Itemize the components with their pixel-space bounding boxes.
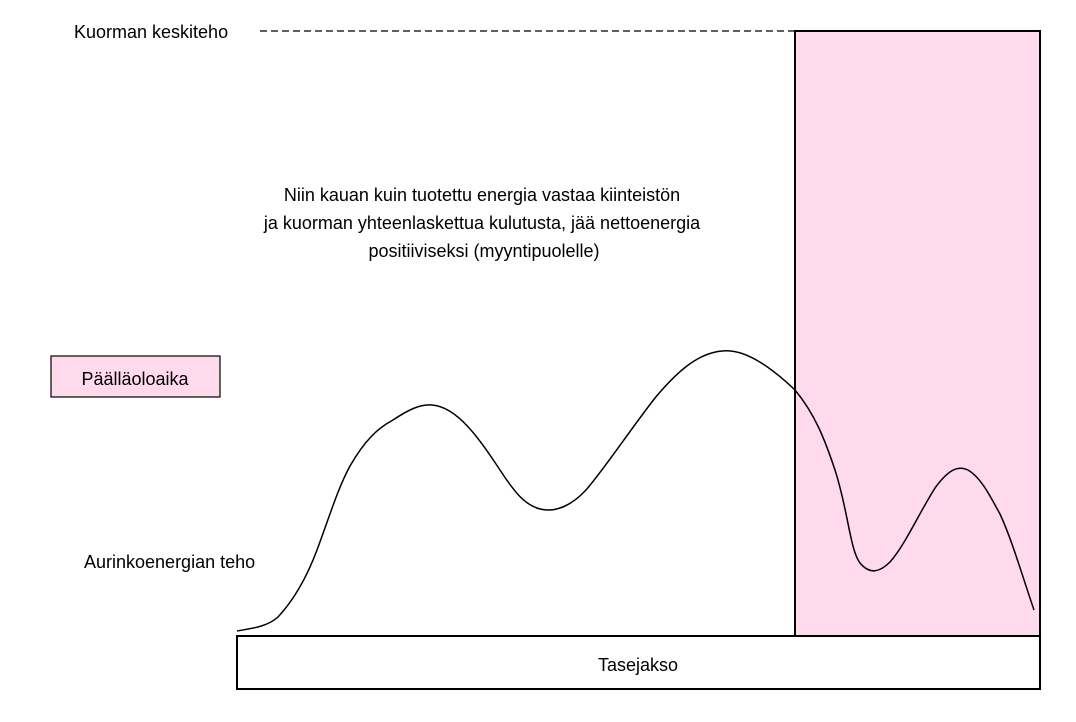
on-time-legend-label: Päälläoloaika (81, 369, 189, 389)
note-line-2: ja kuorman yhteenlaskettua kulutusta, jä… (263, 213, 701, 233)
solar-power-curve (236, 350, 1035, 632)
solar-power-label: Aurinkoenergian teho (84, 552, 255, 572)
balance-period-bar (236, 635, 1041, 690)
on-time-legend-box (50, 355, 221, 398)
on-time-region (794, 30, 1041, 637)
note-line-3: positiiviseksi (myyntipuolelle) (368, 241, 599, 261)
note-line-1: Niin kauan kuin tuotettu energia vastaa … (284, 185, 680, 205)
balance-period-label: Tasejakso (598, 655, 678, 675)
load-average-label: Kuorman keskiteho (74, 22, 228, 42)
